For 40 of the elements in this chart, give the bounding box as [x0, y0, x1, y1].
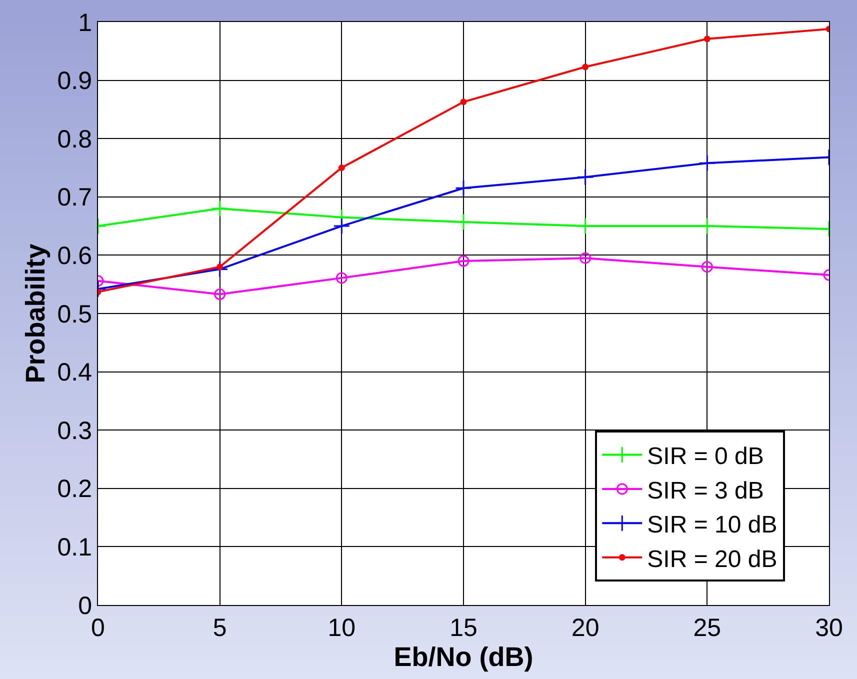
y-tick-label: 0.5	[57, 300, 92, 328]
legend-label: SIR = 10 dB	[647, 512, 778, 539]
y-tick-label: 0.6	[57, 242, 92, 270]
x-tick-label: 25	[693, 614, 722, 642]
point	[216, 264, 224, 270]
point	[460, 98, 467, 106]
x-tick-label: 5	[212, 614, 227, 642]
point	[211, 260, 228, 278]
x-tick-label: 10	[328, 614, 356, 642]
y-tick-label: 0.2	[57, 475, 92, 504]
point	[211, 200, 228, 218]
point	[455, 180, 472, 197]
legend-label: SIR = 3 dB	[647, 477, 764, 504]
x-tick-label: 15	[450, 614, 478, 642]
point	[333, 218, 350, 234]
x-axis-title: Eb/No (dB)	[394, 642, 534, 672]
y-tick-label: 0.8	[57, 125, 92, 154]
y-tick-label: 0.4	[57, 358, 92, 387]
point	[582, 64, 589, 70]
x-tick-label: 20	[571, 614, 600, 642]
y-tick-label: 0.7	[57, 184, 92, 212]
y-tick-label: 0.9	[57, 67, 92, 96]
legend-label: SIR = 20 dB	[647, 546, 778, 573]
point	[701, 261, 713, 273]
y-tick-label: 1	[78, 8, 92, 37]
point	[214, 288, 226, 300]
y-tick-label: 0	[78, 592, 92, 620]
point	[698, 154, 716, 172]
y-tick-label: 0.3	[57, 416, 92, 445]
point	[338, 164, 345, 171]
x-tick-label: 30	[815, 614, 843, 642]
point	[576, 168, 594, 186]
point	[704, 36, 710, 42]
point	[580, 252, 592, 264]
point	[336, 272, 348, 284]
point	[455, 214, 472, 230]
y-tick-label: 0.1	[57, 533, 92, 562]
legend-label: SIR = 0 dB	[647, 443, 764, 470]
y-axis-title: Probability	[20, 244, 50, 384]
point	[458, 255, 470, 267]
